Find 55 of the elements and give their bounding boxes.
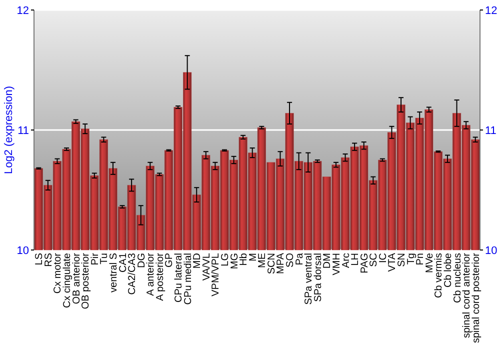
x-tick-label: SPa ventral [304, 253, 315, 305]
x-tick-label: Cb vermis [434, 253, 445, 298]
x-tick-label: M [248, 253, 259, 262]
y2-tick-label: 11 [485, 124, 496, 137]
x-tick-label: MVe [424, 252, 436, 274]
x-tick-label: Hb [238, 252, 250, 266]
x-tick-label: SN [396, 253, 408, 267]
x-tick-label: ME [257, 252, 268, 268]
x-tick-label: Tg [406, 253, 417, 265]
x-tick-label: spinal cord anterior [462, 252, 473, 338]
y2-tick-label: 12 [485, 4, 498, 17]
x-tick-label: SPa dorsal [312, 253, 324, 302]
x-tick-label: MG [229, 252, 240, 270]
x-tick-label: ventral S [108, 252, 120, 292]
x-tick-label: SC [368, 253, 380, 267]
y2-tick-label: 10 [485, 244, 498, 257]
x-tick-label: DM [322, 253, 334, 269]
x-tick-label: SCN [266, 253, 278, 274]
y-axis-title: Log2 (expression) [2, 86, 15, 174]
x-tick-label: OB posterior [80, 252, 92, 310]
x-tick-label: LG [220, 252, 231, 266]
x-tick-label: Cb lobe [442, 252, 454, 288]
x-tick-label: Pn [415, 253, 426, 266]
x-tick-label: MPA [276, 252, 287, 274]
x-tick-label: SO [285, 252, 296, 268]
x-tick-label: PAG [359, 252, 370, 274]
x-tick-label: RS [43, 252, 54, 267]
x-tick-label: Cx motor [52, 252, 64, 294]
x-tick-label: Tu [99, 253, 110, 264]
x-tick-label: OB anterior [71, 252, 82, 304]
x-tick-label: LS [34, 252, 46, 266]
x-tick-label: IC [378, 253, 389, 263]
x-tick-label: CA2/CA3 [127, 252, 138, 295]
x-tick-label: LH [350, 253, 362, 266]
x-tick-label: CPu lateral [174, 253, 185, 302]
x-tick-label: A posterior [154, 252, 166, 301]
x-tick-label: MD [192, 253, 204, 269]
x-tick-label: CA1 [118, 252, 129, 272]
x-tick-label: VTA [387, 252, 398, 272]
x-tick-label: VA/VL [201, 252, 212, 281]
x-tick-label: spinal cord posterior [470, 252, 482, 344]
y-tick-label: 10 [16, 244, 29, 257]
x-tick-label: VPM/VPL [210, 252, 222, 296]
x-tick-label: GP [164, 252, 176, 268]
x-tick-label: CPu medial [182, 253, 194, 305]
x-tick-label: Pir [90, 252, 101, 266]
x-tick-label: DG [136, 252, 148, 268]
x-tick-label: Cx cingulate [62, 252, 74, 308]
y-tick-label: 11 [18, 124, 29, 137]
x-tick-label: VMH [331, 253, 342, 276]
x-tick-label: Cb nucleus [452, 253, 464, 304]
x-tick-label: A anterior [146, 252, 157, 296]
x-tick-label: Pa [294, 252, 306, 266]
x-tick-label: Arc [340, 253, 352, 268]
y-tick-label: 12 [16, 4, 29, 17]
